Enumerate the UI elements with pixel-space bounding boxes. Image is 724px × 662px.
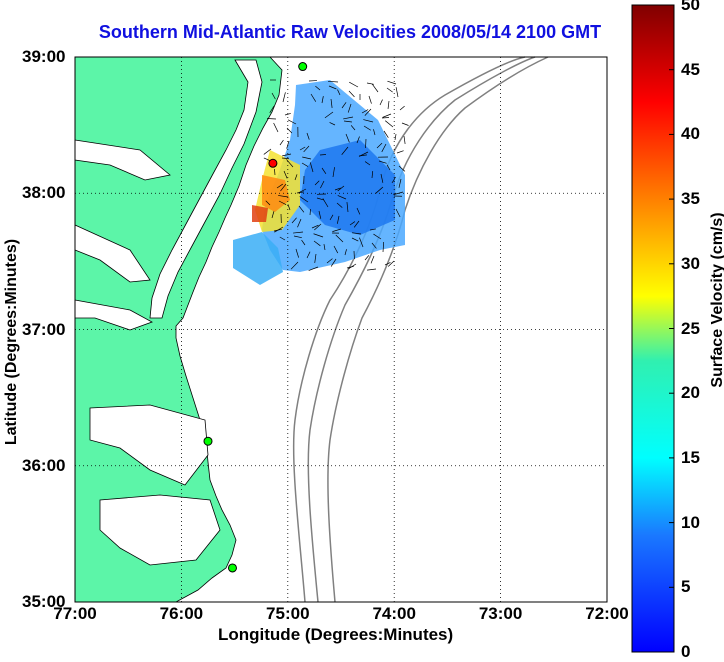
colorbar-tick-label: 5 (681, 577, 690, 597)
x-tick-label: 75:00 (266, 604, 309, 624)
y-tick-label: 36:00 (22, 456, 65, 476)
x-axis-label: Longitude (Degrees:Minutes) (218, 625, 453, 645)
station-marker (204, 437, 212, 445)
y-tick-label: 38:00 (22, 183, 65, 203)
y-axis-label: Latitude (Degrees:Minutes) (3, 212, 21, 472)
colorbar-label: Surface Velocity (cm/s) (709, 170, 724, 430)
colorbar-tick-label: 15 (681, 448, 700, 468)
colorbar-tick-label: 35 (681, 189, 700, 209)
station-marker (228, 564, 236, 572)
velocity-patch-6 (252, 205, 268, 222)
y-tick-label: 39:00 (22, 47, 65, 67)
y-tick-label: 35:00 (22, 592, 65, 612)
colorbar-tick-label: 0 (681, 642, 690, 662)
colorbar (632, 5, 674, 652)
station-marker (299, 63, 307, 71)
colorbar-tick-label: 30 (681, 254, 700, 274)
colorbar-tick-label: 40 (681, 124, 700, 144)
y-tick-label: 37:00 (22, 320, 65, 340)
x-tick-label: 72:00 (585, 604, 628, 624)
x-tick-label: 76:00 (160, 604, 203, 624)
x-tick-label: 73:00 (479, 604, 522, 624)
colorbar-tick-label: 25 (681, 319, 700, 339)
x-tick-label: 74:00 (372, 604, 415, 624)
station-marker (269, 159, 277, 167)
colorbar-tick-label: 10 (681, 513, 700, 533)
colorbar-tick-label: 45 (681, 60, 700, 80)
colorbar-tick-label: 20 (681, 383, 700, 403)
colorbar-tick-label: 50 (681, 0, 700, 15)
